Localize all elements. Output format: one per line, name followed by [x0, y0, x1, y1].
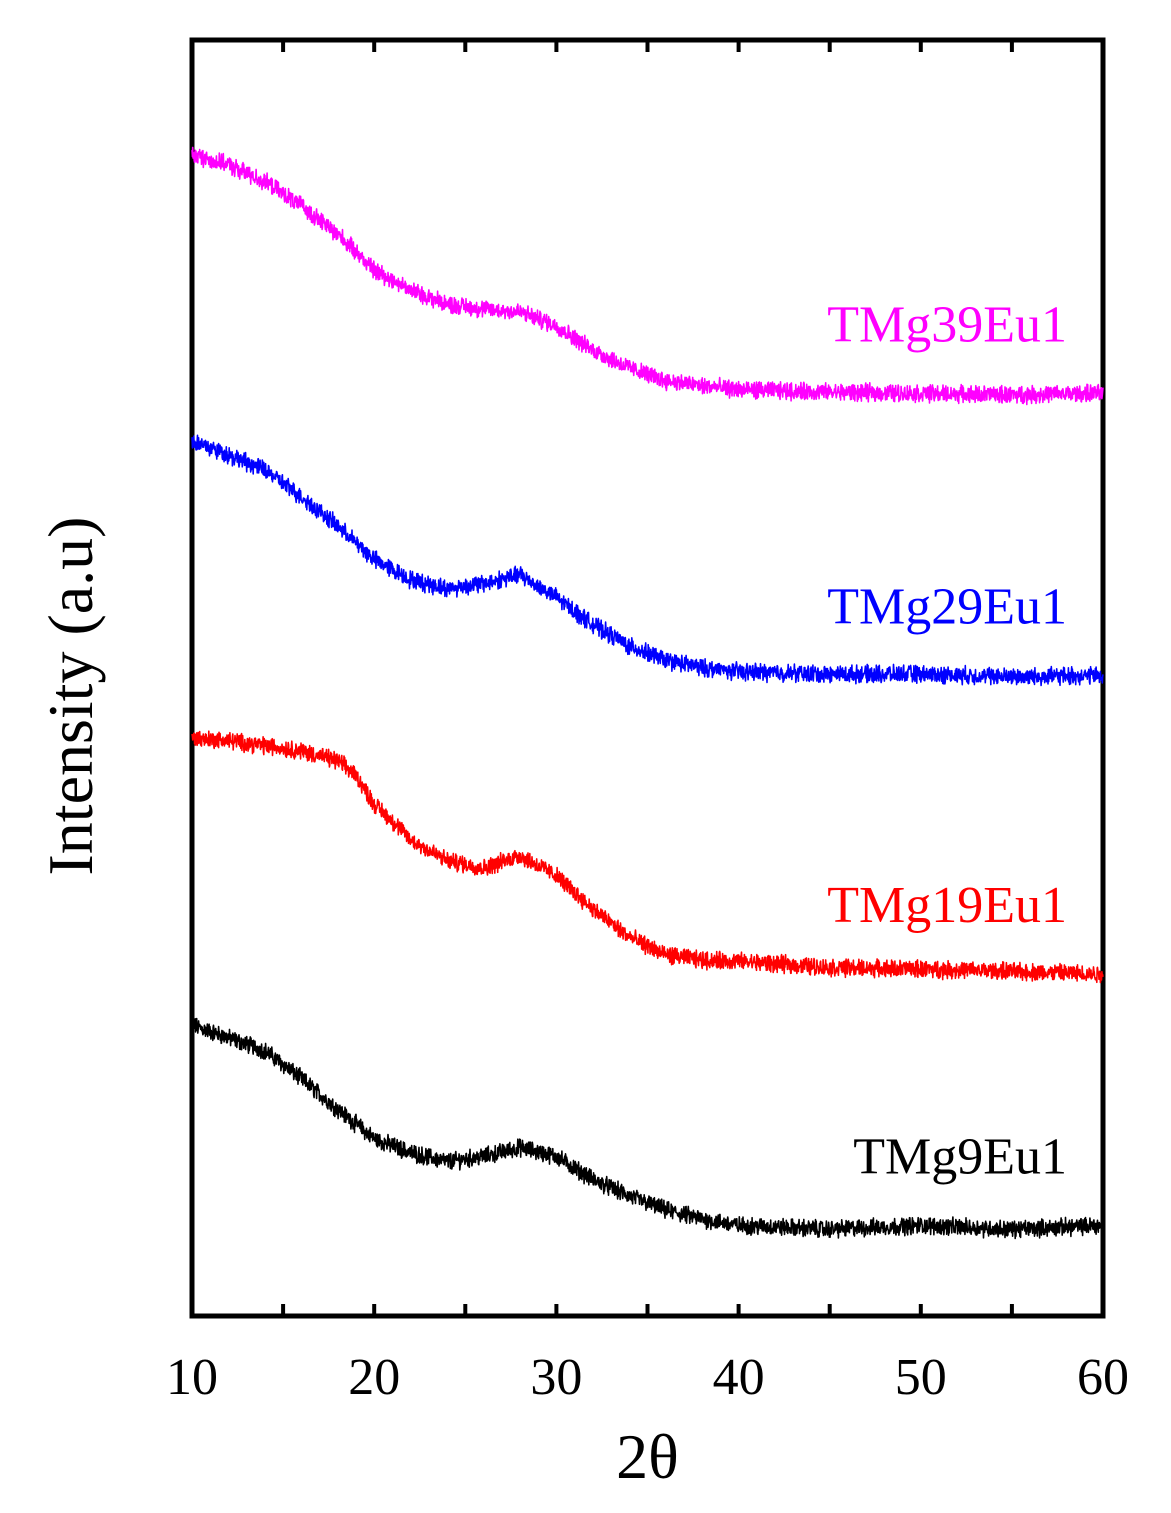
y-axis-label: Intensity (a.u) [35, 517, 106, 876]
x-axis-ticks [281, 40, 1014, 1316]
series-labels: TMg9Eu1 TMg19Eu1 TMg29Eu1 TMg39Eu1 [827, 296, 1067, 1185]
x-axis-label: 2θ [616, 1421, 679, 1492]
x-axis-tick-labels: 10 20 30 40 50 60 [166, 1349, 1129, 1406]
x-tick-label-10: 10 [166, 1349, 218, 1406]
x-tick-label-40: 40 [713, 1349, 765, 1406]
x-tick-label-30: 30 [530, 1349, 582, 1406]
series-label-TMg39Eu1: TMg39Eu1 [827, 296, 1067, 353]
series-label-TMg19Eu1: TMg19Eu1 [827, 877, 1067, 934]
series-line-TMg9Eu1 [191, 1017, 1104, 1240]
x-tick-label-50: 50 [895, 1349, 947, 1406]
x-tick-label-20: 20 [348, 1349, 400, 1406]
x-tick-label-60: 60 [1077, 1349, 1129, 1406]
series-line-TMg29Eu1 [191, 434, 1104, 687]
series-label-TMg9Eu1: TMg9Eu1 [853, 1128, 1067, 1185]
series-line-TMg39Eu1 [191, 146, 1104, 406]
series-label-TMg29Eu1: TMg29Eu1 [827, 578, 1067, 635]
series-lines [191, 146, 1104, 1240]
series-line-TMg19Eu1 [191, 730, 1104, 984]
